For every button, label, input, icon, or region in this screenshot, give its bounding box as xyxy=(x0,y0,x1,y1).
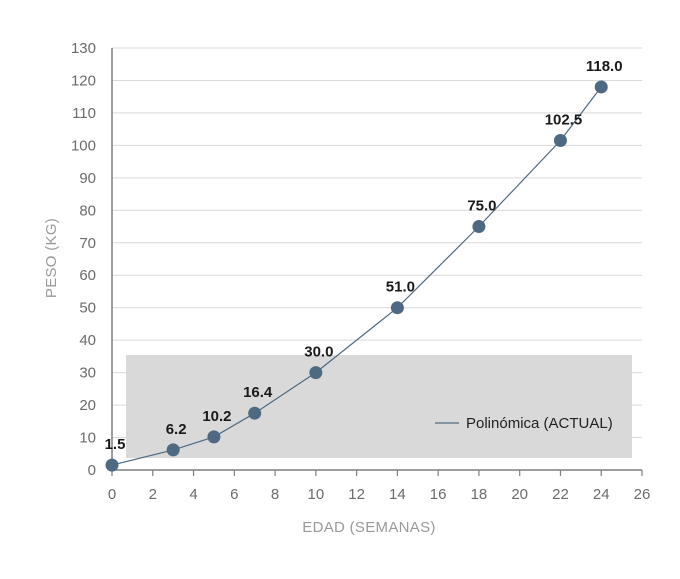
axes xyxy=(111,48,643,476)
x-tick-labels: 0 2 4 6 8 10 12 14 16 18 20 22 24 26 xyxy=(108,486,651,503)
x-tick-14: 14 xyxy=(389,486,406,503)
legend-box xyxy=(126,355,632,458)
x-tick-10: 10 xyxy=(308,486,325,503)
y-tick-120: 120 xyxy=(71,72,96,89)
y-tick-80: 80 xyxy=(79,202,96,219)
data-label-2: 10.2 xyxy=(202,408,231,425)
data-point-8 xyxy=(594,80,608,94)
data-label-1: 6.2 xyxy=(166,421,187,438)
x-tick-0: 0 xyxy=(108,486,116,503)
data-point-5 xyxy=(390,301,404,315)
data-point-3 xyxy=(248,406,262,420)
x-axis-title: EDAD (SEMANAS) xyxy=(302,519,435,536)
data-label-8: 118.0 xyxy=(586,58,623,75)
x-tick-8: 8 xyxy=(271,486,279,503)
y-tick-50: 50 xyxy=(79,300,96,317)
data-label-5: 51.0 xyxy=(386,279,415,296)
data-label-4: 30.0 xyxy=(304,344,333,361)
data-point-0 xyxy=(105,458,119,472)
x-tick-20: 20 xyxy=(511,486,528,503)
data-label-7: 102.5 xyxy=(545,112,583,129)
x-tick-2: 2 xyxy=(149,486,157,503)
y-tick-70: 70 xyxy=(79,235,96,252)
x-tick-4: 4 xyxy=(189,486,197,503)
data-label-6: 75.0 xyxy=(467,198,496,215)
y-axis-title: PESO (KG) xyxy=(43,218,60,298)
y-tick-0: 0 xyxy=(88,462,96,479)
x-tick-18: 18 xyxy=(471,486,488,503)
data-label-0: 1.5 xyxy=(105,436,126,453)
x-tick-12: 12 xyxy=(348,486,365,503)
x-tick-24: 24 xyxy=(593,486,610,503)
data-point-7 xyxy=(553,134,567,148)
x-tick-26: 26 xyxy=(634,486,651,503)
x-tick-6: 6 xyxy=(230,486,238,503)
data-point-4 xyxy=(309,366,323,380)
y-tick-40: 40 xyxy=(79,332,96,349)
y-tick-labels: 0 10 20 30 40 50 60 70 80 90 100 110 120 130 xyxy=(71,40,96,479)
y-tick-90: 90 xyxy=(79,170,96,187)
y-tick-130: 130 xyxy=(71,40,96,57)
data-label-3: 16.4 xyxy=(243,384,273,401)
data-labels: 1.5 6.2 10.2 16.4 30.0 51.0 75.0 102.5 118.0 xyxy=(105,58,623,453)
data-point-6 xyxy=(472,220,486,234)
data-point-2 xyxy=(207,430,221,444)
x-tick-22: 22 xyxy=(552,486,569,503)
x-tick-16: 16 xyxy=(430,486,447,503)
y-tick-10: 10 xyxy=(79,430,96,447)
y-tick-20: 20 xyxy=(79,397,96,414)
y-tick-100: 100 xyxy=(71,137,96,154)
y-tick-30: 30 xyxy=(79,365,96,382)
legend-label: Polinómica (ACTUAL) xyxy=(466,415,613,432)
y-tick-110: 110 xyxy=(72,105,96,122)
y-tick-60: 60 xyxy=(79,267,96,284)
data-points xyxy=(105,80,608,472)
legend: Polinómica (ACTUAL) xyxy=(435,415,613,432)
data-point-1 xyxy=(166,443,180,457)
